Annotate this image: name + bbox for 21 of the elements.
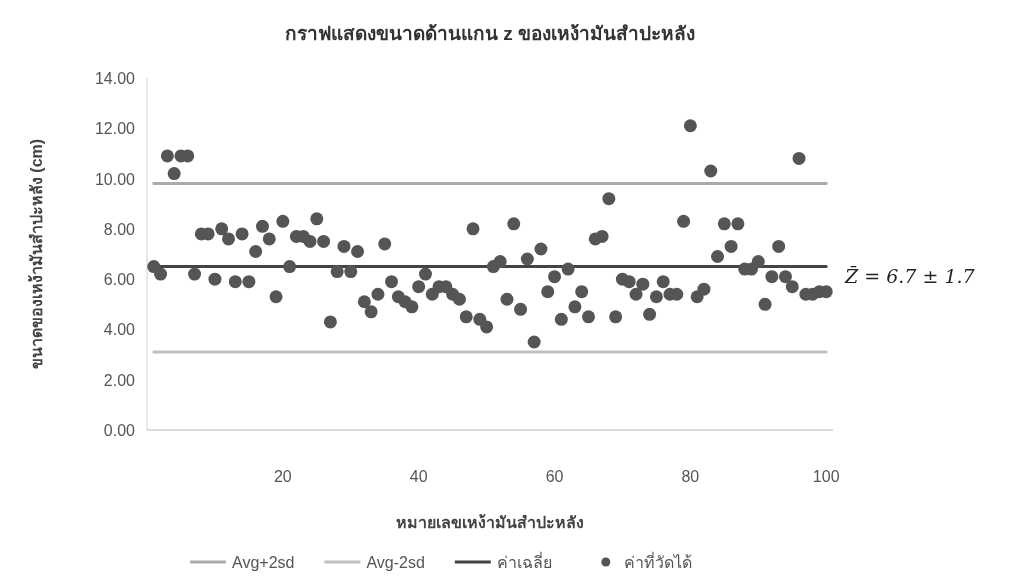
legend-label: ค่าเฉลี่ย — [496, 551, 552, 571]
y-tick-label: 8.00 — [103, 220, 136, 238]
y-tick-label: 14.00 — [94, 70, 136, 87]
text: Z̄ = 6.7 ± 1.7 — [844, 264, 976, 287]
legend-label: ค่าที่วัดได้ — [623, 551, 692, 571]
x-tick-label: 80 — [681, 468, 700, 485]
y-tick-label: 6.00 — [103, 271, 136, 289]
legend-label: Avg-2sd — [366, 554, 425, 571]
legend-label: Avg+2sd — [232, 554, 295, 571]
x-tick-label: 20 — [273, 468, 292, 485]
y-tick-label: 0.00 — [103, 422, 136, 439]
y-tick-label: 12.00 — [94, 120, 136, 138]
chart-title: กราฟแสดงขนาดด้านแกน z ของเหง้ามันสำปะหลัง — [284, 23, 696, 44]
y-tick-label: 4.00 — [103, 321, 136, 339]
x-tick-label: 100 — [812, 468, 840, 485]
y-axis-title: ขนาดของเหง้ามันสำปะหลัง (cm) — [28, 138, 45, 370]
x-tick-label: 40 — [409, 468, 428, 485]
y-tick-label: 10.00 — [94, 170, 136, 188]
y-tick-label: 2.00 — [103, 371, 136, 389]
x-axis-title: หมายเลขเหง้ามันสำปะหลัง — [396, 514, 584, 531]
x-tick-label: 60 — [545, 468, 564, 485]
